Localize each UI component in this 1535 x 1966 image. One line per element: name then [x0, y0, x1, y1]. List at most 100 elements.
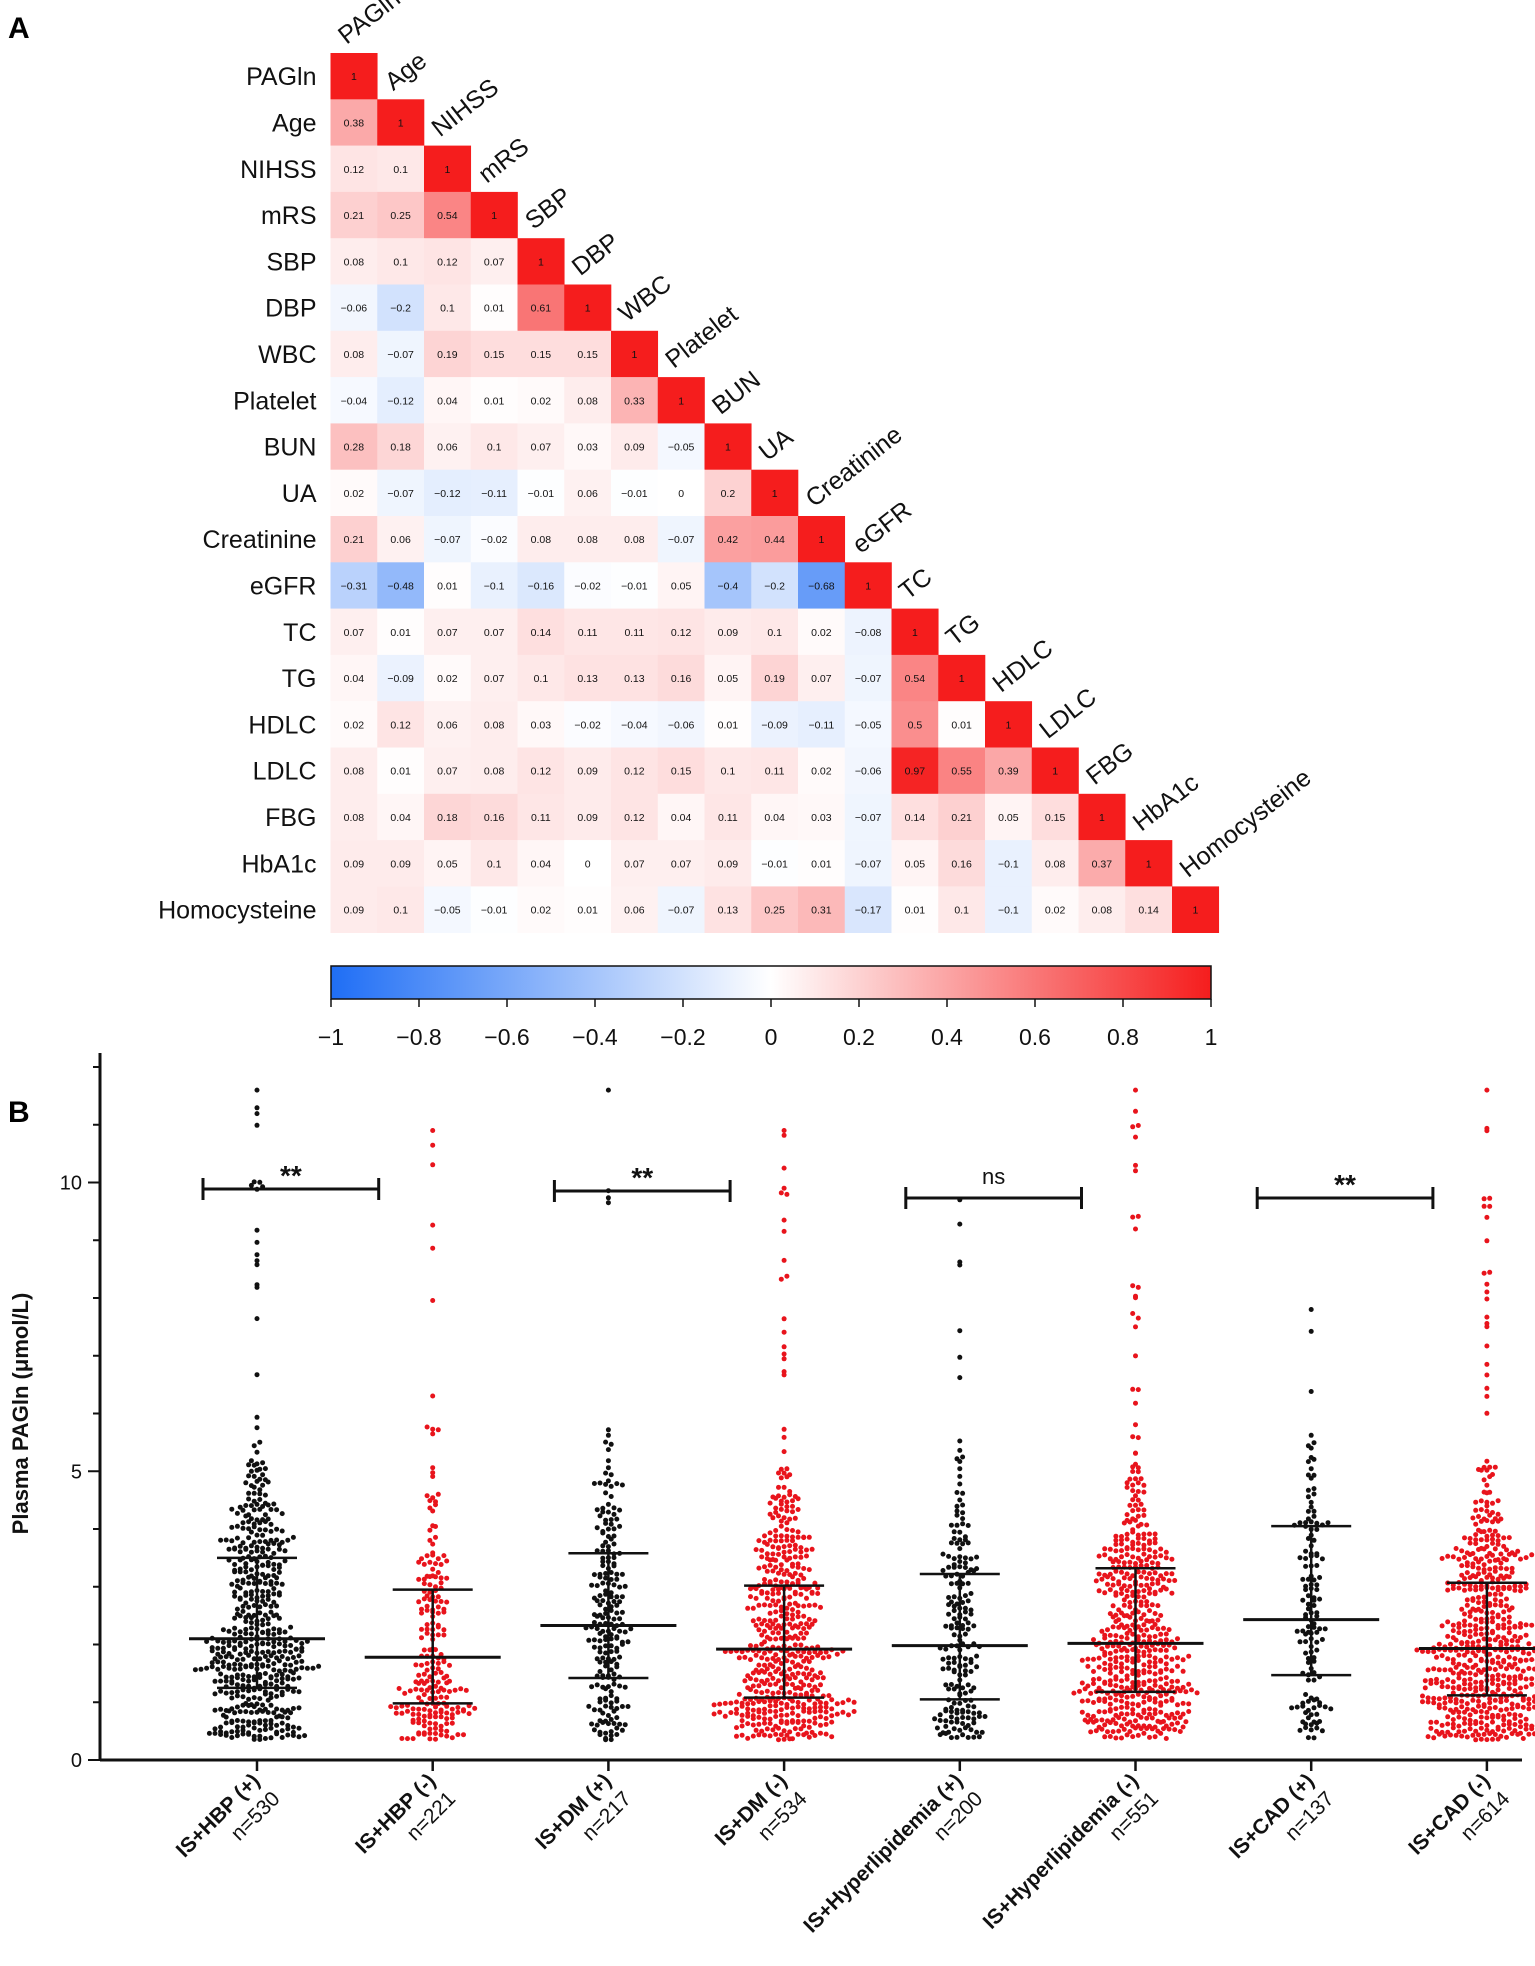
- data-point: [1451, 1661, 1456, 1666]
- data-point: [754, 1547, 759, 1552]
- data-point: [1512, 1588, 1517, 1593]
- data-point: [1314, 1630, 1319, 1635]
- heatmap-cell-value: 0.08: [344, 349, 365, 361]
- data-point: [1172, 1645, 1177, 1650]
- data-point: [1479, 1498, 1484, 1503]
- data-point: [1119, 1635, 1124, 1640]
- heatmap-cell-value: −0.07: [855, 812, 882, 824]
- data-point: [269, 1676, 274, 1681]
- row-label-hba1c: HbA1c: [241, 850, 316, 878]
- data-point: [589, 1722, 594, 1727]
- heatmap-cell-value: −0.02: [574, 719, 601, 731]
- data-point: [966, 1682, 971, 1687]
- data-point: [1496, 1587, 1501, 1592]
- data-point: [280, 1714, 285, 1719]
- data-point: [1108, 1587, 1113, 1592]
- data-point: [263, 1723, 268, 1728]
- data-point: [441, 1688, 446, 1693]
- data-point: [1493, 1546, 1498, 1551]
- data-point: [955, 1490, 960, 1495]
- data-point: [430, 1298, 435, 1303]
- data-point: [252, 1485, 257, 1490]
- data-point: [299, 1665, 304, 1670]
- data-point: [600, 1720, 605, 1725]
- data-point: [1490, 1586, 1495, 1591]
- data-point: [1108, 1651, 1113, 1656]
- panel-label-a: A: [8, 12, 30, 45]
- data-point: [439, 1575, 444, 1580]
- data-point: [955, 1541, 960, 1546]
- data-point: [1298, 1639, 1303, 1644]
- data-point: [770, 1630, 775, 1635]
- heatmap-cell-value: −0.01: [761, 858, 788, 870]
- data-point: [283, 1649, 288, 1654]
- data-point: [1116, 1625, 1121, 1630]
- data-point: [1147, 1664, 1152, 1669]
- data-point: [796, 1671, 801, 1676]
- data-point: [394, 1705, 399, 1710]
- data-point: [1130, 1311, 1135, 1316]
- data-point: [249, 1503, 254, 1508]
- heatmap-cell-value: −0.01: [528, 488, 555, 500]
- data-point: [963, 1691, 968, 1696]
- data-point: [734, 1700, 739, 1705]
- data-point: [1462, 1623, 1467, 1628]
- data-point: [1484, 1373, 1489, 1378]
- data-point: [1108, 1720, 1113, 1725]
- data-point: [598, 1700, 603, 1705]
- data-point: [807, 1683, 812, 1688]
- data-point: [614, 1517, 619, 1522]
- data-point: [210, 1664, 215, 1669]
- data-point: [773, 1609, 778, 1614]
- data-point: [966, 1709, 971, 1714]
- heatmap-cell-value: 0.1: [487, 858, 502, 870]
- data-point: [957, 1498, 962, 1503]
- data-point: [249, 1664, 254, 1669]
- data-point: [829, 1734, 834, 1739]
- data-point: [1468, 1587, 1473, 1592]
- data-point: [1136, 1435, 1141, 1440]
- data-point: [963, 1565, 968, 1570]
- data-point: [1136, 1547, 1141, 1552]
- data-point: [297, 1689, 302, 1694]
- data-point: [1125, 1722, 1130, 1727]
- data-point: [949, 1735, 954, 1740]
- data-point: [285, 1677, 290, 1682]
- data-point: [1498, 1566, 1503, 1571]
- data-point: [728, 1710, 733, 1715]
- data-point: [1484, 1575, 1489, 1580]
- data-point: [1181, 1669, 1186, 1674]
- data-point: [796, 1496, 801, 1501]
- data-point: [592, 1645, 597, 1650]
- data-point: [768, 1682, 773, 1687]
- data-point: [1484, 1297, 1489, 1302]
- data-point: [294, 1660, 299, 1665]
- data-point: [1484, 1737, 1489, 1742]
- data-point: [759, 1621, 764, 1626]
- data-point: [235, 1657, 240, 1662]
- row-label-mrs: mRS: [261, 202, 317, 230]
- data-point: [232, 1667, 237, 1672]
- data-point: [1507, 1681, 1512, 1686]
- data-point: [249, 1530, 254, 1535]
- data-point: [617, 1524, 622, 1529]
- data-point: [218, 1679, 223, 1684]
- data-point: [266, 1542, 271, 1547]
- data-point: [1119, 1678, 1124, 1683]
- data-point: [229, 1507, 234, 1512]
- data-point: [1153, 1591, 1158, 1596]
- data-point: [433, 1535, 438, 1540]
- data-point: [1479, 1737, 1484, 1742]
- data-point: [1484, 1362, 1489, 1367]
- data-point: [1119, 1736, 1124, 1741]
- data-point: [600, 1531, 605, 1536]
- data-point: [271, 1644, 276, 1649]
- data-point: [1139, 1628, 1144, 1633]
- data-point: [1445, 1722, 1450, 1727]
- data-point: [271, 1613, 276, 1618]
- data-point: [229, 1538, 234, 1543]
- data-point: [1158, 1648, 1163, 1653]
- data-point: [1507, 1608, 1512, 1613]
- data-point: [1136, 1703, 1141, 1708]
- data-point: [770, 1691, 775, 1696]
